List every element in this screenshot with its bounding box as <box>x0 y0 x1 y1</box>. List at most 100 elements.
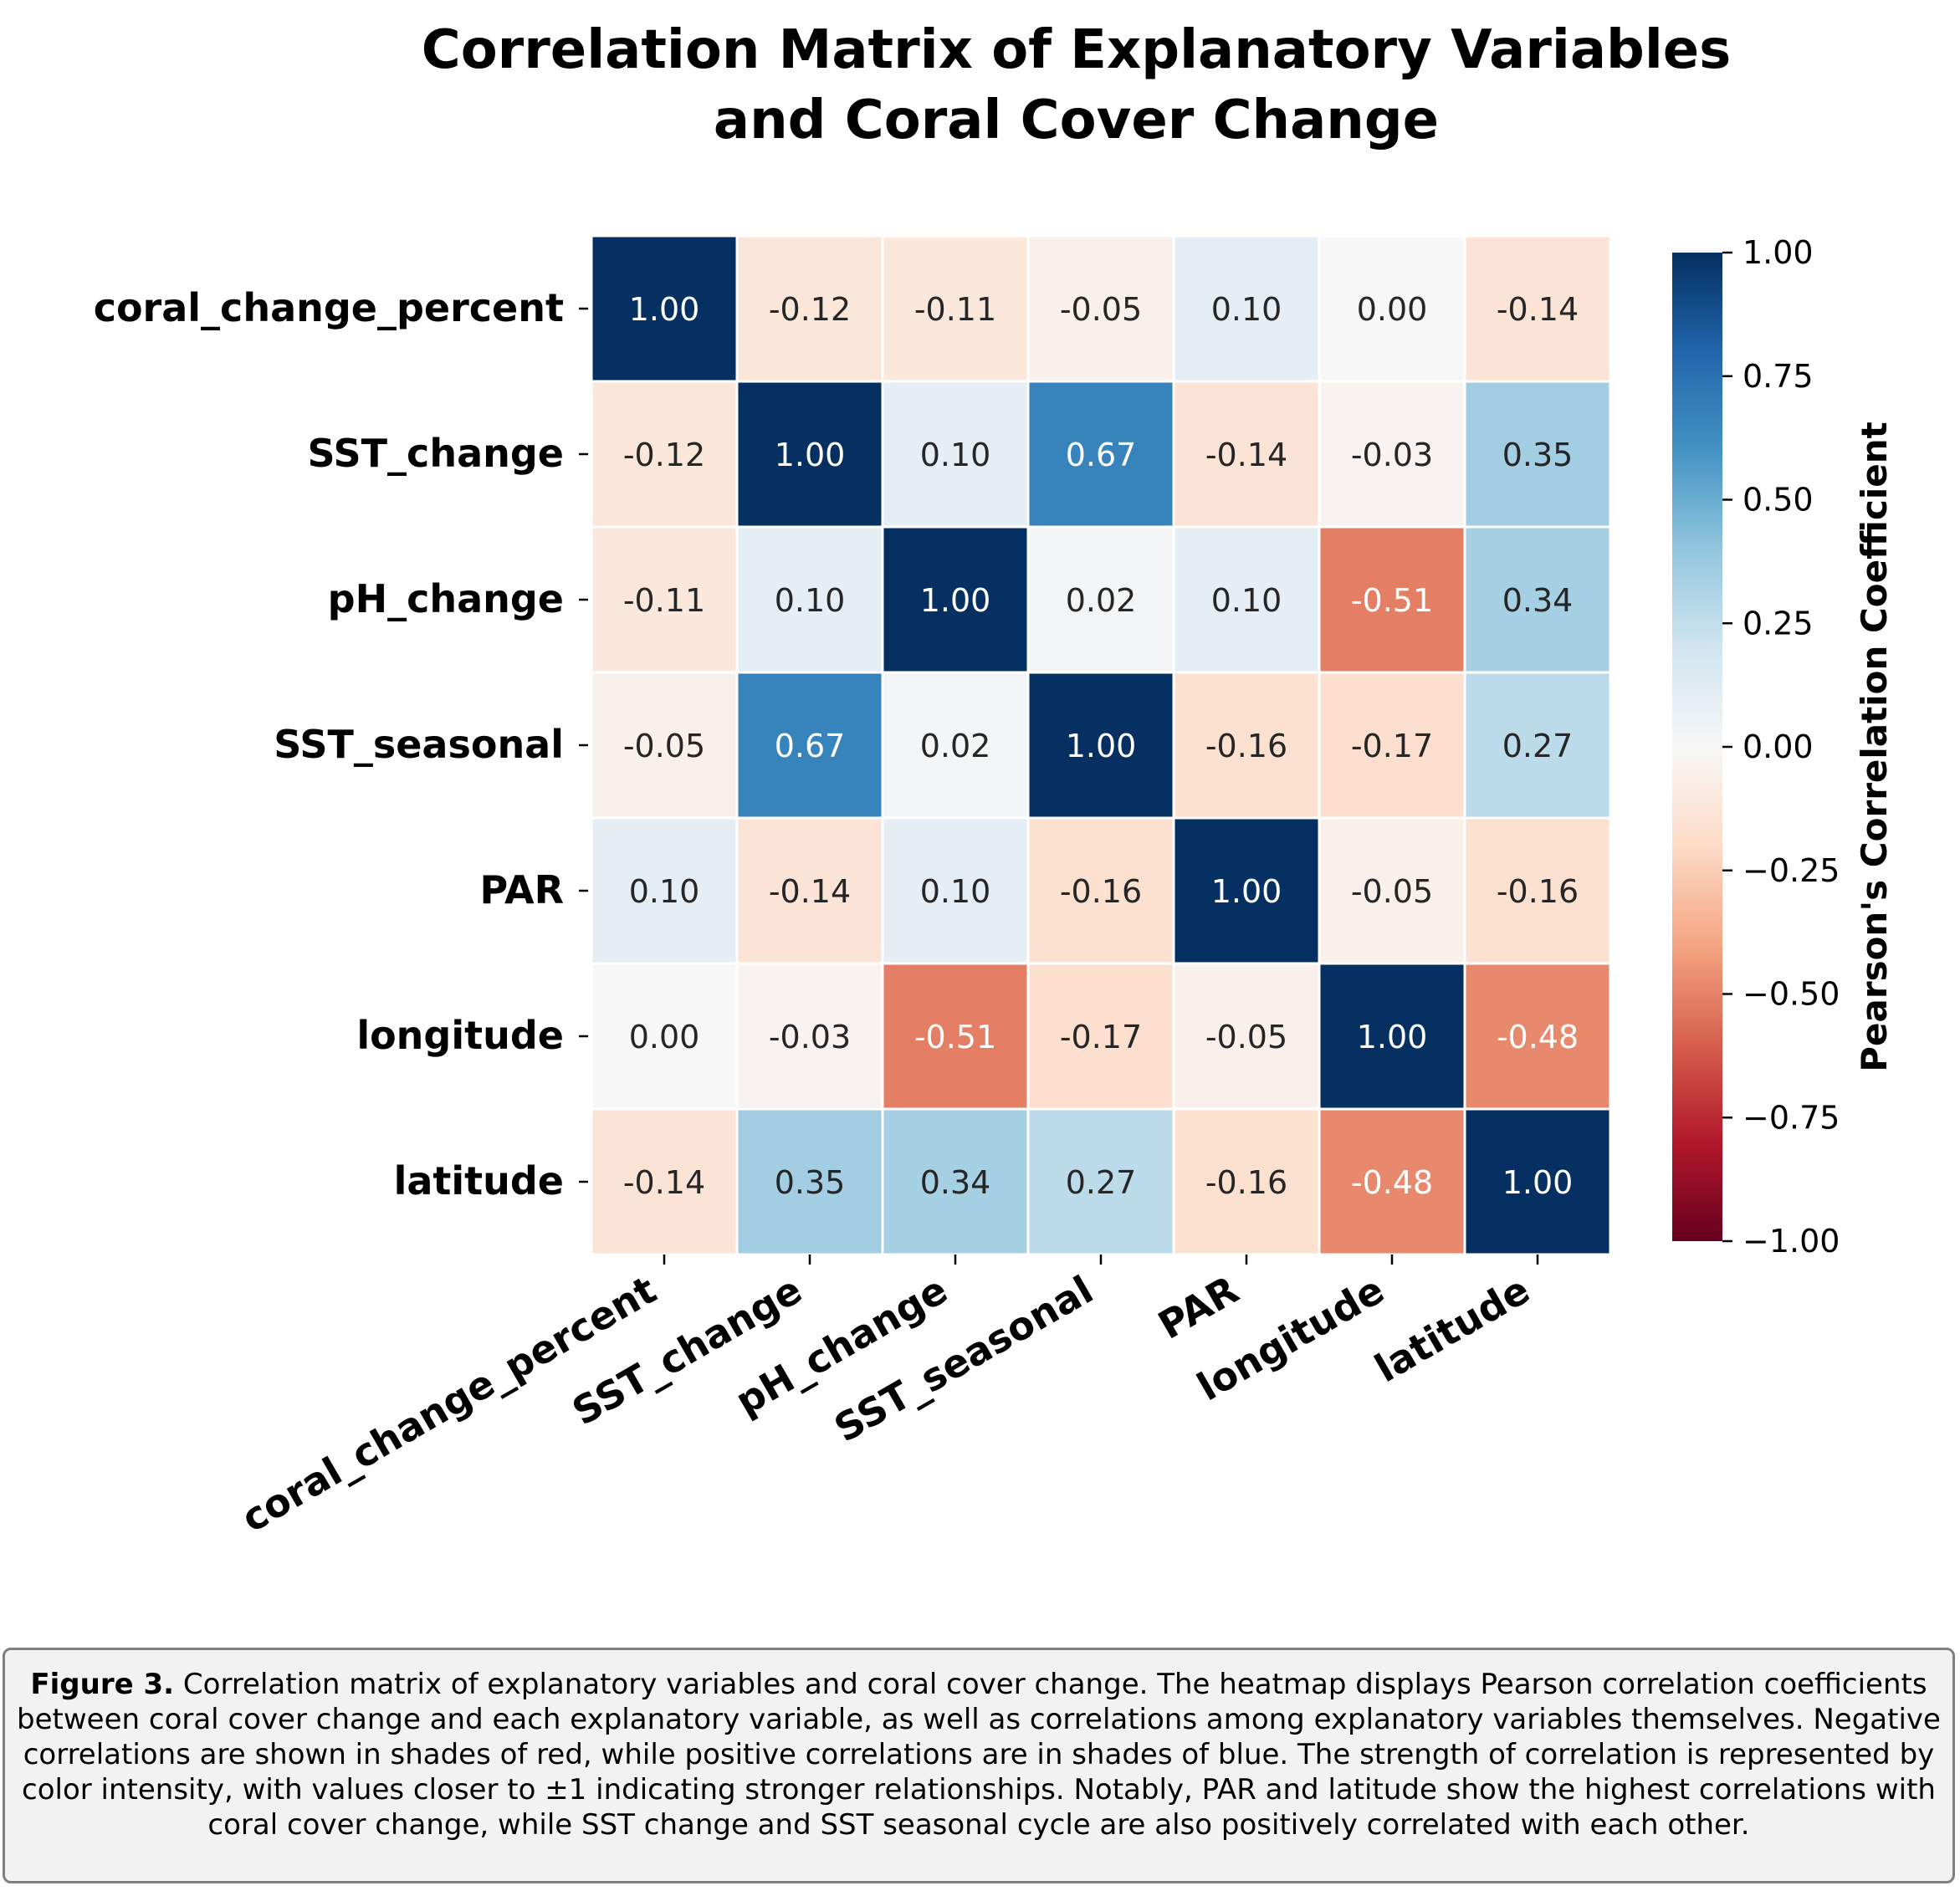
cell-value-label: 0.02 <box>920 728 991 764</box>
cell-value-label: 1.00 <box>920 582 991 619</box>
cell-value-label: 0.34 <box>1502 582 1574 619</box>
cell-value-label: -0.03 <box>769 1019 851 1055</box>
heatmap-cell <box>881 816 1030 965</box>
y-tick-label: longitude <box>356 1013 564 1058</box>
cell-value-label: -0.16 <box>1205 728 1287 764</box>
cell-value-label: 0.10 <box>920 437 991 473</box>
y-axis-labels: coral_change_percent SST_change pH_change S… <box>94 285 588 1204</box>
x-tick-label: SST_seasonal <box>826 1267 1100 1451</box>
heatmap-cell <box>590 671 739 820</box>
colorbar-tick-label: 0.00 <box>1743 728 1814 765</box>
cell-value-label: -0.16 <box>1060 873 1142 910</box>
heatmap-cell <box>590 380 739 529</box>
heatmap-cell <box>1026 525 1175 674</box>
colorbar-tick-label: 0.25 <box>1743 605 1814 641</box>
heatmap-cell <box>1318 671 1466 820</box>
figure-caption: Figure 3. Correlation matrix of explanat… <box>3 1648 1955 1883</box>
heatmap-cell <box>1463 234 1612 383</box>
cell-value-label: 0.67 <box>775 728 846 764</box>
colorbar: 1.00 0.75 0.50 0.25 0.00 −0.25 −0.50 −0.75 −1.00 <box>1672 234 1840 1260</box>
cell-value-label: -0.48 <box>1497 1019 1579 1055</box>
heatmap-cell <box>1318 525 1466 674</box>
colorbar-tick-label: 0.50 <box>1743 482 1814 519</box>
cell-value-label: -0.03 <box>1351 437 1433 473</box>
x-tick-label: latitude <box>1367 1267 1537 1391</box>
colorbar-tick-label: 0.75 <box>1743 358 1814 395</box>
heatmap-cells: 1.00 -0.12 -0.11 -0.05 0.10 0.00 -0.14 -0.12 1.0… <box>590 234 1612 1256</box>
cell-value-label: -0.16 <box>1205 1164 1287 1201</box>
cell-value-label: -0.05 <box>1060 291 1142 328</box>
heatmap-cell <box>1026 1107 1175 1256</box>
heatmap-cell <box>1026 671 1175 820</box>
heatmap-cell <box>1172 234 1321 383</box>
cell-value-label: -0.14 <box>1205 437 1287 473</box>
heatmap-cell <box>1318 380 1466 529</box>
cell-value-label: 1.00 <box>1066 728 1137 764</box>
cell-value-label: 0.10 <box>920 873 991 910</box>
colorbar-gradient <box>1672 253 1722 1241</box>
colorbar-label: Pearson's Correlation Coefficient <box>1854 422 1895 1072</box>
cell-value-label: -0.51 <box>914 1019 996 1055</box>
heatmap-cell <box>735 380 884 529</box>
heatmap-cell <box>1463 671 1612 820</box>
cell-value-label: -0.05 <box>623 728 705 764</box>
cell-value-label: 1.00 <box>1502 1164 1574 1201</box>
correlation-heatmap: 1.00 -0.12 -0.11 -0.05 0.10 0.00 -0.14 -0.12 1.0… <box>94 234 1895 1541</box>
cell-value-label: 0.02 <box>1066 582 1137 619</box>
heatmap-cell <box>1463 525 1612 674</box>
cell-value-label: -0.51 <box>1351 582 1433 619</box>
cell-value-label: -0.16 <box>1497 873 1579 910</box>
cell-value-label: 0.10 <box>629 873 700 910</box>
cell-value-label: 0.10 <box>1211 291 1282 328</box>
cell-value-label: -0.12 <box>769 291 851 328</box>
heatmap-cell <box>881 1107 1030 1256</box>
cell-value-label: 0.10 <box>775 582 846 619</box>
y-tick-label: latitude <box>394 1158 564 1204</box>
cell-value-label: -0.48 <box>1351 1164 1433 1201</box>
cell-value-label: -0.05 <box>1205 1019 1287 1055</box>
y-tick-label: coral_change_percent <box>94 285 564 330</box>
heatmap-cell <box>1172 380 1321 529</box>
cell-value-label: -0.11 <box>914 291 996 328</box>
x-tick-label: PAR <box>1150 1267 1246 1348</box>
cell-value-label: -0.05 <box>1351 873 1433 910</box>
cell-value-label: 0.35 <box>1502 437 1574 473</box>
cell-value-label: -0.11 <box>623 582 705 619</box>
y-tick-label: SST_seasonal <box>274 722 564 767</box>
colorbar-tick-label: −1.00 <box>1743 1223 1840 1260</box>
heatmap-cell <box>1463 1107 1612 1256</box>
cell-value-label: 0.67 <box>1066 437 1137 473</box>
heatmap-cell <box>1172 1107 1321 1256</box>
cell-value-label: 0.00 <box>629 1019 700 1055</box>
cell-value-label: 1.00 <box>775 437 846 473</box>
heatmap-cell <box>1172 525 1321 674</box>
colorbar-tick-label: −0.50 <box>1743 976 1840 1013</box>
x-axis-labels: coral_change_percentSST_changepH_changeS… <box>234 1255 1539 1541</box>
cell-value-label: 0.27 <box>1502 728 1574 764</box>
cell-value-label: 0.35 <box>775 1164 846 1201</box>
heatmap-cell <box>1026 816 1175 965</box>
y-tick-label: SST_change <box>307 431 564 476</box>
cell-value-label: 1.00 <box>629 291 700 328</box>
cell-value-label: -0.17 <box>1060 1019 1142 1055</box>
heatmap-cell <box>735 816 884 965</box>
cell-value-label: 0.34 <box>920 1164 991 1201</box>
chart-title: Correlation Matrix of Explanatory Variab… <box>421 19 1732 151</box>
colorbar-tick-label: −0.25 <box>1743 852 1840 889</box>
heatmap-cell <box>1463 962 1612 1111</box>
heatmap-cell <box>1172 671 1321 820</box>
cell-value-label: -0.12 <box>623 437 705 473</box>
heatmap-cell <box>881 234 1030 383</box>
cell-value-label: 1.00 <box>1357 1019 1428 1055</box>
cell-value-label: 0.27 <box>1066 1164 1137 1201</box>
cell-value-label: -0.14 <box>769 873 851 910</box>
caption-lead: Figure 3. <box>30 1668 175 1701</box>
cell-value-label: 1.00 <box>1211 873 1282 910</box>
cell-value-label: -0.17 <box>1351 728 1433 764</box>
cell-value-label: 0.00 <box>1357 291 1428 328</box>
cell-value-label: -0.14 <box>623 1164 705 1201</box>
cell-value-label: 0.10 <box>1211 582 1282 619</box>
y-tick-label: PAR <box>479 867 564 912</box>
colorbar-tick-label: 1.00 <box>1743 234 1814 271</box>
caption-text: Correlation matrix of explanatory variab… <box>17 1668 1941 1842</box>
